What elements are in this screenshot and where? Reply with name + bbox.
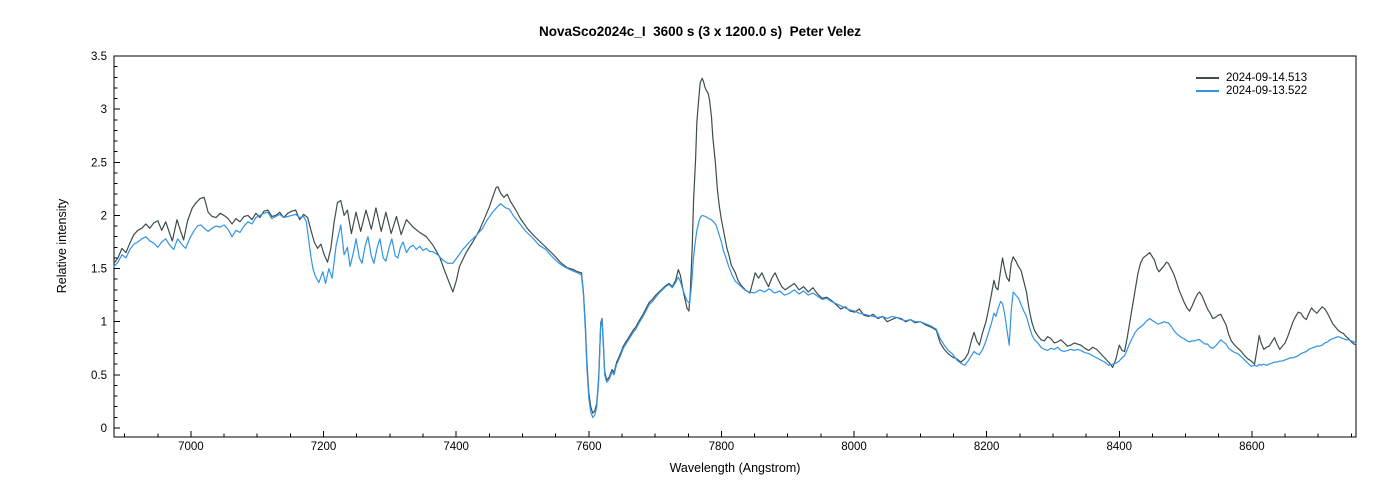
y-tick-label: 3: [101, 104, 107, 116]
x-tick-label: 7200: [311, 441, 337, 453]
y-tick-label: 2.5: [91, 157, 107, 169]
y-tick-label: 3.5: [91, 51, 107, 63]
y-tick-label: 1: [101, 317, 107, 329]
x-tick-label: 8000: [841, 441, 867, 453]
x-tick-label: 7800: [709, 441, 735, 453]
series-line-2024-09-14.513: [113, 77, 1357, 414]
legend-swatch-series-1: [1196, 76, 1219, 79]
x-tick-label: 7000: [178, 441, 204, 453]
plot-border: [113, 55, 1357, 438]
y-tick-label: 0.5: [91, 370, 107, 382]
legend: 2024-09-14.513 2024-09-13.522: [1196, 71, 1307, 98]
series-line-2024-09-13.522: [113, 203, 1357, 418]
y-axis-label: Relative intensity: [55, 198, 69, 294]
legend-swatch-series-2: [1196, 90, 1219, 93]
y-tick-label: 1.5: [91, 264, 107, 276]
legend-label-series-2: 2024-09-13.522: [1226, 85, 1308, 98]
x-tick-label: 7400: [443, 441, 469, 453]
x-axis-label: Wavelength (Angstrom): [669, 461, 801, 475]
legend-item: 2024-09-14.513: [1196, 71, 1307, 85]
x-tick-label: 7600: [576, 441, 602, 453]
x-tick-label: 8600: [1239, 441, 1265, 453]
y-tick-label: 2: [101, 210, 107, 222]
x-tick-label: 8200: [974, 441, 1000, 453]
legend-item: 2024-09-13.522: [1196, 85, 1307, 99]
x-tick-label: 8400: [1106, 441, 1132, 453]
chart-title: NovaSco2024c_I 3600 s (3 x 1200.0 s) Pet…: [539, 24, 861, 39]
y-tick-label: 0: [101, 423, 107, 435]
legend-label-series-1: 2024-09-14.513: [1226, 71, 1308, 84]
